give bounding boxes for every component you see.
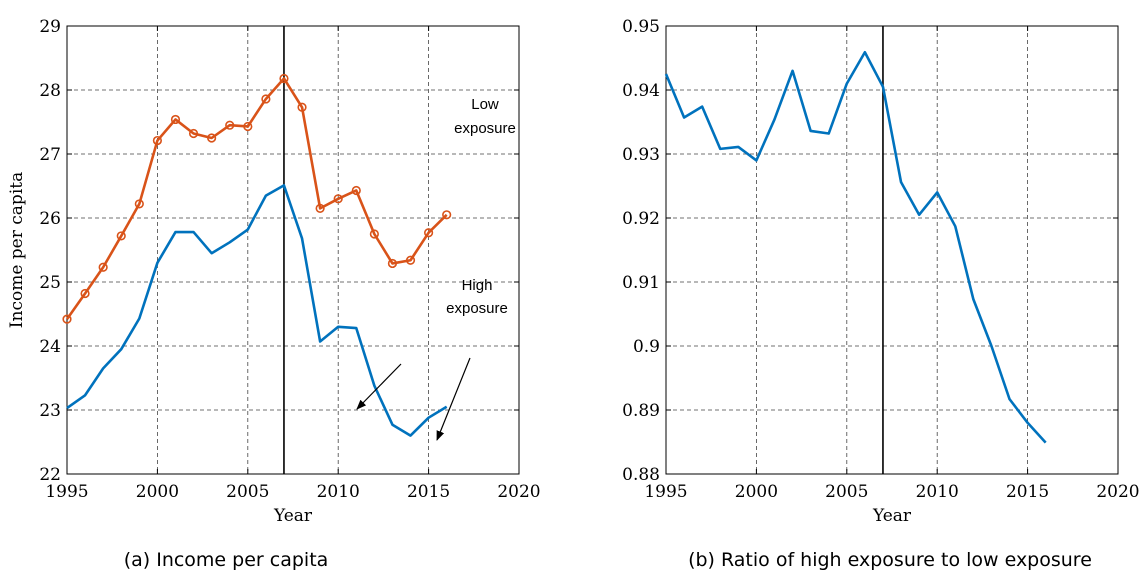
- y-tick-label: 25: [39, 273, 61, 293]
- x-axis-label: Year: [273, 506, 313, 526]
- y-tick-label: 26: [39, 209, 61, 229]
- x-tick-label: 2000: [735, 482, 778, 502]
- y-tick-label: 0.92: [622, 209, 660, 229]
- y-tick-label: 28: [39, 81, 61, 101]
- data-point-low: [207, 133, 217, 143]
- data-point-low: [261, 94, 271, 104]
- data-point-low: [442, 210, 452, 220]
- data-point-low: [188, 128, 199, 139]
- plot-frame: [665, 25, 1119, 475]
- annotation-low-text: Low: [471, 96, 499, 113]
- series-line-ratio: [664, 50, 1047, 444]
- annotation-low-text: exposure: [454, 120, 516, 137]
- data-point-low: [387, 258, 398, 269]
- panel-caption: (a) Income per capita: [124, 549, 329, 571]
- plot-frame: [66, 25, 520, 475]
- data-point-low: [134, 199, 144, 209]
- data-point-low: [405, 255, 416, 265]
- y-tick-label: 0.93: [622, 145, 660, 165]
- series-line-high: [66, 184, 448, 437]
- panel-a-income-per-capita: 1995 2000 2005 2010 2015 2020 22 23 24 25 26 27 28 29…: [7, 17, 541, 571]
- data-point-low: [333, 194, 343, 204]
- x-tick-label: 2020: [497, 482, 540, 502]
- x-tick-label: 2020: [1096, 482, 1139, 502]
- data-point-low: [116, 231, 126, 241]
- data-point-low: [279, 73, 289, 84]
- data-point-low: [170, 114, 181, 125]
- panel-caption: (b) Ratio of high exposure to low exposu…: [688, 549, 1092, 571]
- x-tick-label: 2015: [1006, 482, 1049, 502]
- data-point-low: [62, 314, 72, 324]
- x-tick-label: 2000: [136, 482, 179, 502]
- y-tick-label: 23: [39, 401, 61, 421]
- y-tick-label: 24: [39, 337, 61, 357]
- y-tick-label: 0.89: [622, 401, 660, 421]
- x-tick-label: 1995: [45, 482, 88, 502]
- data-point-low: [80, 288, 90, 299]
- panel-b-ratio: 1995 2000 2005 2010 2015 2020 0.88 0.89 0.9 0.91 0…: [622, 17, 1139, 571]
- data-point-low: [98, 262, 108, 272]
- annotation-high-text: exposure: [446, 300, 508, 317]
- data-point-low: [424, 228, 434, 238]
- y-tick-label: 22: [39, 465, 61, 485]
- series-line-low: [65, 77, 448, 320]
- data-point-low: [315, 203, 325, 213]
- annotation-high-arrow: [436, 357, 471, 441]
- y-axis-label: Income per capita: [7, 172, 27, 328]
- x-tick-label: 2010: [916, 482, 959, 502]
- x-tick-label: 2015: [407, 482, 450, 502]
- y-tick-label: 0.9: [633, 337, 660, 357]
- y-tick-label: 0.88: [622, 465, 660, 485]
- y-tick-label: 27: [39, 145, 61, 165]
- data-point-low: [152, 135, 162, 146]
- y-tick-label: 29: [39, 17, 61, 37]
- annotation-high-text: High: [462, 277, 493, 294]
- data-point-low: [351, 185, 361, 196]
- x-tick-label: 2005: [226, 482, 269, 502]
- x-tick-label: 2005: [825, 482, 868, 502]
- x-axis-label: Year: [872, 506, 912, 526]
- data-point-low: [225, 120, 235, 130]
- data-point-low: [369, 229, 379, 239]
- y-tick-label: 0.95: [622, 17, 660, 37]
- annotation-low-arrow: [356, 363, 402, 410]
- data-point-low: [297, 102, 307, 112]
- x-tick-label: 1995: [644, 482, 687, 502]
- data-point-low: [243, 121, 253, 132]
- y-tick-label: 0.94: [622, 81, 660, 101]
- x-tick-label: 2010: [317, 482, 360, 502]
- y-tick-label: 0.91: [622, 273, 660, 293]
